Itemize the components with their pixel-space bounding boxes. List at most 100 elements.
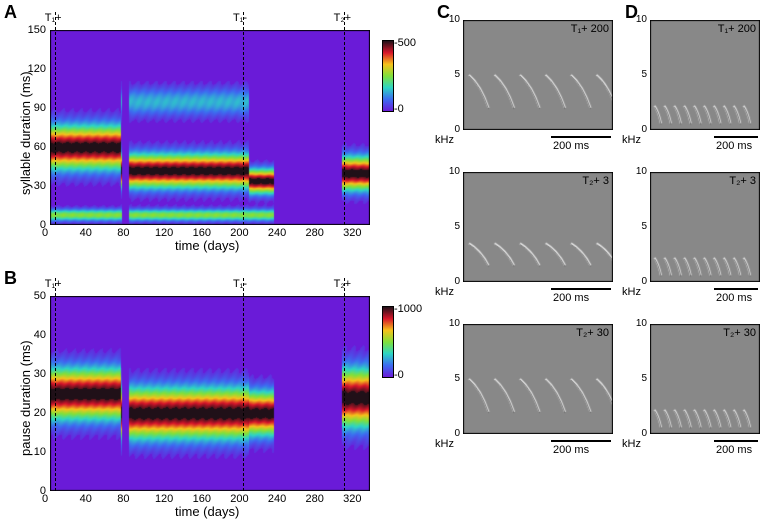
- spec-ytick: 0: [454, 124, 460, 135]
- spectrogram-row: T₁+ 2000510kHz200 ms: [463, 20, 613, 130]
- y-tick: 50: [24, 290, 46, 302]
- spectrogram-label: T₁+ 200: [718, 23, 756, 35]
- khz-label: kHz: [435, 438, 454, 450]
- y-tick: 120: [24, 63, 46, 75]
- y-tick: 0: [24, 485, 46, 497]
- scale-bar: [551, 440, 611, 442]
- spec-ytick: 0: [454, 428, 460, 439]
- spectrogram-row: T₂+ 30510kHz200 ms: [463, 172, 613, 282]
- ylabel-b: pause duration (ms): [18, 340, 33, 456]
- spectrogram-label: T₂+ 30: [576, 327, 609, 339]
- x-tick: 80: [117, 227, 129, 239]
- event-line: [344, 278, 345, 491]
- colorbar-b-min: -0: [394, 369, 404, 381]
- y-tick: 30: [24, 180, 46, 192]
- x-tick: 240: [268, 227, 286, 239]
- x-tick: 200: [230, 493, 248, 505]
- xlabel-a: time (days): [175, 238, 239, 253]
- x-tick: 40: [80, 227, 92, 239]
- spectrogram-row: T₂+ 30510kHz200 ms: [650, 172, 760, 282]
- heatmap-b: [50, 296, 370, 491]
- x-tick: 80: [117, 493, 129, 505]
- x-tick: 320: [343, 493, 361, 505]
- spec-ytick: 10: [449, 166, 460, 177]
- x-tick: 120: [155, 493, 173, 505]
- spec-ytick: 5: [454, 221, 460, 232]
- heatmap-a: [50, 30, 370, 225]
- y-tick: 10: [24, 446, 46, 458]
- scale-bar-label: 200 ms: [553, 140, 589, 152]
- spectrogram-row: T₂+ 300510kHz200 ms: [650, 324, 760, 434]
- x-tick: 280: [306, 493, 324, 505]
- spectrogram-canvas: [463, 172, 613, 282]
- scale-bar: [551, 136, 611, 138]
- x-tick: 280: [306, 227, 324, 239]
- spectrogram-label: T₂+ 30: [723, 327, 756, 339]
- panel-a: T₁+T₁-T₂+ syllable duration (ms) time (d…: [50, 30, 370, 225]
- event-label: T₂+: [334, 12, 351, 24]
- scale-bar: [714, 440, 758, 442]
- spectrogram-label: T₂+ 3: [729, 175, 756, 187]
- spec-ytick: 10: [636, 14, 647, 25]
- spec-ytick: 5: [641, 221, 647, 232]
- panel-c: T₁+ 2000510kHz200 msT₂+ 30510kHz200 msT₂…: [463, 20, 613, 476]
- colorbar-a: [382, 40, 394, 112]
- spectrogram-canvas: [463, 324, 613, 434]
- scale-bar-label: 200 ms: [553, 444, 589, 456]
- scale-bar: [714, 136, 758, 138]
- x-tick: 160: [193, 227, 211, 239]
- event-line: [344, 12, 345, 225]
- ylabel-a: syllable duration (ms): [18, 71, 33, 195]
- spec-ytick: 0: [454, 276, 460, 287]
- colorbar-b: [382, 306, 394, 378]
- spectrogram-canvas: [463, 20, 613, 130]
- spec-ytick: 5: [454, 69, 460, 80]
- spec-ytick: 10: [449, 318, 460, 329]
- y-tick: 20: [24, 407, 46, 419]
- khz-label: kHz: [622, 134, 641, 146]
- khz-label: kHz: [622, 438, 641, 450]
- khz-label: kHz: [435, 134, 454, 146]
- event-label: T₁-: [233, 278, 247, 290]
- x-tick: 160: [193, 493, 211, 505]
- scale-bar-label: 200 ms: [716, 140, 752, 152]
- spec-ytick: 10: [636, 318, 647, 329]
- event-line: [243, 12, 244, 225]
- event-label: T₂+: [334, 278, 351, 290]
- y-tick: 40: [24, 329, 46, 341]
- spectrogram-label: T₂+ 3: [582, 175, 609, 187]
- y-tick: 0: [24, 219, 46, 231]
- event-line: [55, 12, 56, 225]
- spectrogram-label: T₁+ 200: [571, 23, 609, 35]
- spectrogram-canvas: [650, 172, 760, 282]
- spectrogram-canvas: [650, 324, 760, 434]
- spec-ytick: 0: [641, 428, 647, 439]
- spec-ytick: 0: [641, 276, 647, 287]
- scale-bar-label: 200 ms: [716, 292, 752, 304]
- y-tick: 90: [24, 102, 46, 114]
- y-tick: 60: [24, 141, 46, 153]
- spec-ytick: 5: [454, 373, 460, 384]
- scale-bar-label: 200 ms: [553, 292, 589, 304]
- colorbar-b-max: -1000: [394, 303, 422, 315]
- y-tick: 150: [24, 24, 46, 36]
- event-label: T₁+: [45, 12, 62, 24]
- scale-bar: [551, 288, 611, 290]
- x-tick: 120: [155, 227, 173, 239]
- x-tick: 40: [80, 493, 92, 505]
- spectrogram-row: T₁+ 2000510kHz200 ms: [650, 20, 760, 130]
- event-line: [55, 278, 56, 491]
- x-tick: 200: [230, 227, 248, 239]
- panel-b: T₁+T₁-T₂+ pause duration (ms) time (days…: [50, 296, 370, 491]
- event-label: T₁+: [45, 278, 62, 290]
- khz-label: kHz: [435, 286, 454, 298]
- event-line: [243, 278, 244, 491]
- panel-label-b: B: [4, 268, 17, 289]
- x-tick: 240: [268, 493, 286, 505]
- xlabel-b: time (days): [175, 504, 239, 519]
- scale-bar-label: 200 ms: [716, 444, 752, 456]
- spec-ytick: 5: [641, 373, 647, 384]
- panel-label-a: A: [4, 2, 17, 23]
- spectrogram-row: T₂+ 300510kHz200 ms: [463, 324, 613, 434]
- y-tick: 30: [24, 368, 46, 380]
